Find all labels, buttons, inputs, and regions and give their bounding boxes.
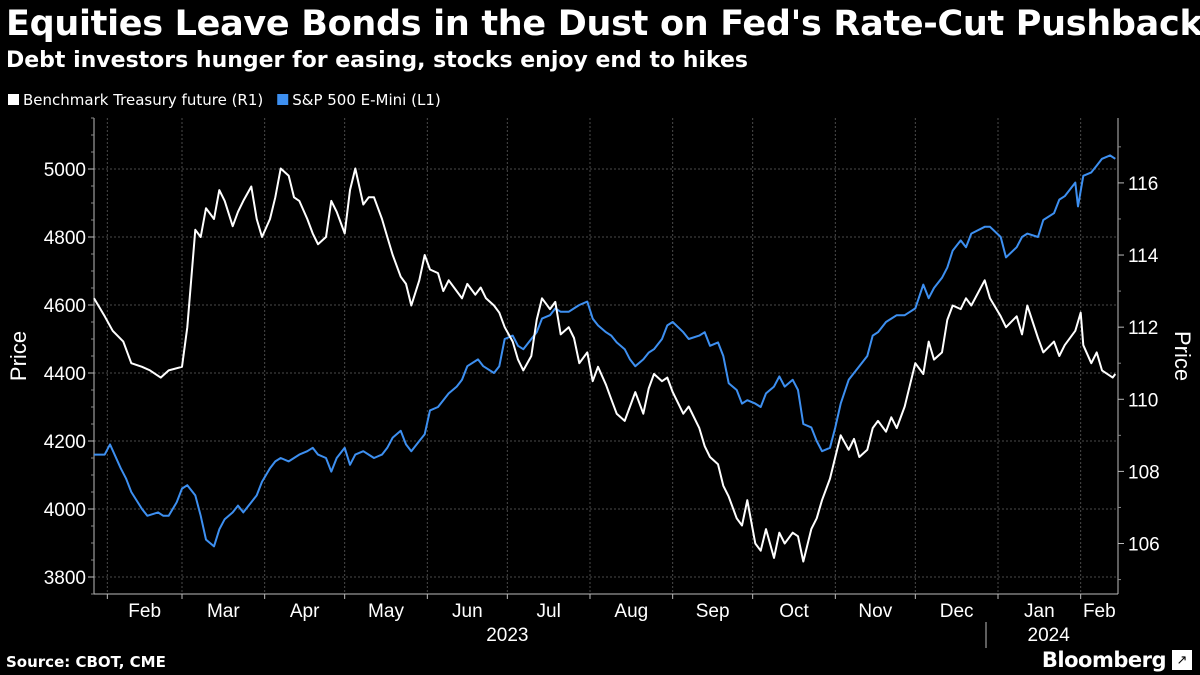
left-axis-tick-label: 3800	[44, 568, 86, 589]
left-axis-tick-label: 5000	[44, 160, 86, 181]
right-axis-title: Price	[1170, 331, 1195, 381]
left-axis-tick-label: 4200	[44, 432, 86, 453]
left-axis-tick-label: 4000	[44, 500, 86, 521]
expand-icon[interactable]: ↗	[1172, 650, 1192, 670]
right-axis-tick-label: 108	[1128, 462, 1160, 483]
x-axis-month-label: Jan	[1024, 601, 1055, 622]
chart-subtitle: Debt investors hunger for easing, stocks…	[6, 48, 749, 73]
x-axis-month-label: Dec	[940, 601, 974, 622]
left-axis-tick-label: 4800	[44, 228, 86, 249]
x-axis-year-label: 2024	[1028, 625, 1071, 646]
legend-label-1: S&P 500 E-Mini (L1)	[292, 91, 440, 109]
right-axis-tick-label: 110	[1128, 390, 1158, 411]
left-axis-title: Price	[6, 331, 31, 381]
x-axis-month-label: Jun	[452, 601, 483, 622]
chart-title: Equities Leave Bonds in the Dust on Fed'…	[6, 4, 1200, 44]
x-axis-month-label: Feb	[1083, 601, 1116, 622]
left-axis-tick-label: 4600	[44, 296, 86, 317]
x-axis-month-label: Oct	[779, 601, 809, 622]
legend-label-0: Benchmark Treasury future (R1)	[23, 91, 263, 109]
legend-swatch-1	[277, 94, 289, 105]
source-note: Source: CBOT, CME	[6, 653, 166, 671]
x-axis-month-label: Jul	[537, 601, 561, 622]
x-axis-year-label: 2023	[486, 625, 528, 646]
x-axis-month-label: Apr	[290, 601, 320, 622]
x-axis-month-label: Nov	[858, 601, 892, 622]
right-axis-tick-label: 114	[1128, 246, 1159, 267]
series-line-sp500-emini	[94, 154, 1116, 548]
series-line-treasury-future	[93, 167, 1117, 563]
x-axis-month-label: Mar	[207, 601, 240, 622]
right-axis-tick-label: 116	[1128, 174, 1158, 195]
x-axis-month-label: May	[368, 601, 404, 622]
right-axis-tick-label: 112	[1128, 318, 1158, 339]
x-axis-month-label: Sep	[696, 601, 730, 622]
right-axis-tick-label: 106	[1128, 535, 1160, 556]
left-axis-tick-label: 4400	[44, 364, 86, 385]
legend-swatch-0	[8, 94, 19, 105]
x-axis-month-label: Feb	[128, 601, 161, 622]
brand-logo: Bloomberg	[1041, 648, 1167, 672]
x-axis-month-label: Aug	[614, 601, 648, 622]
